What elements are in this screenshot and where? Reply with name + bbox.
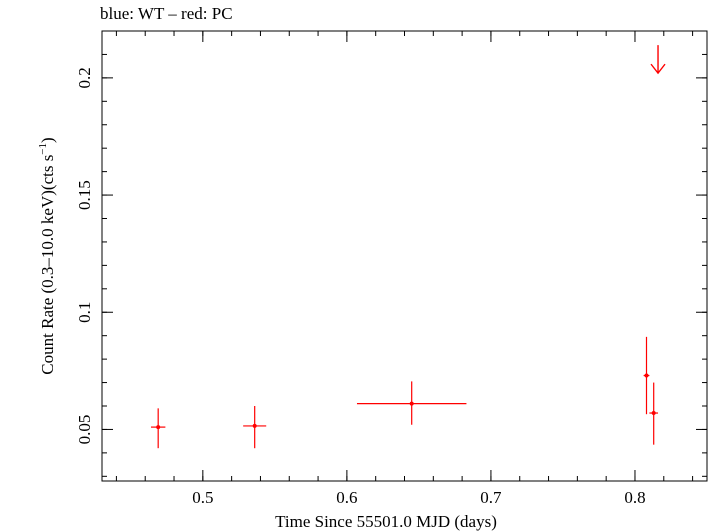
y-tick-label: 0.05 [75, 415, 94, 445]
x-tick-label: 0.8 [624, 488, 645, 507]
chart-title: blue: WT – red: PC [100, 4, 233, 23]
upper-limit-arrow [650, 45, 666, 75]
x-tick-label: 0.7 [480, 488, 502, 507]
point-marker [156, 425, 161, 430]
data-point [150, 408, 166, 449]
point-marker [644, 373, 649, 378]
y-tick-label: 0.2 [75, 67, 94, 88]
data-points [150, 45, 666, 449]
x-axis-label: Time Since 55501.0 MJD (days) [275, 512, 497, 531]
y-tick-label: 0.1 [75, 302, 94, 323]
arrow-head [650, 63, 666, 75]
data-point [356, 381, 467, 425]
x-tick-label: 0.5 [192, 488, 213, 507]
axis-tick-labels: 0.5 0.6 0.7 0.8 0.05 0.1 0.15 0.2 [75, 67, 646, 507]
data-point [649, 382, 659, 445]
point-marker [651, 411, 656, 416]
y-tick-label: 0.15 [75, 180, 94, 210]
data-point [643, 336, 650, 415]
point-marker [252, 423, 257, 428]
point-marker [409, 401, 414, 406]
y-axis-label: Count Rate (0.3–10.0 keV)(cts s−1) [37, 137, 57, 374]
y-axis-label-tail: ) [38, 137, 57, 143]
axis-ticks [102, 30, 707, 481]
y-axis-label-main: Count Rate (0.3–10.0 keV)(cts s [38, 155, 57, 375]
plot-frame [101, 30, 708, 482]
x-tick-label: 0.6 [336, 488, 357, 507]
y-axis-label-sup: −1 [37, 143, 49, 155]
data-point [243, 406, 267, 449]
